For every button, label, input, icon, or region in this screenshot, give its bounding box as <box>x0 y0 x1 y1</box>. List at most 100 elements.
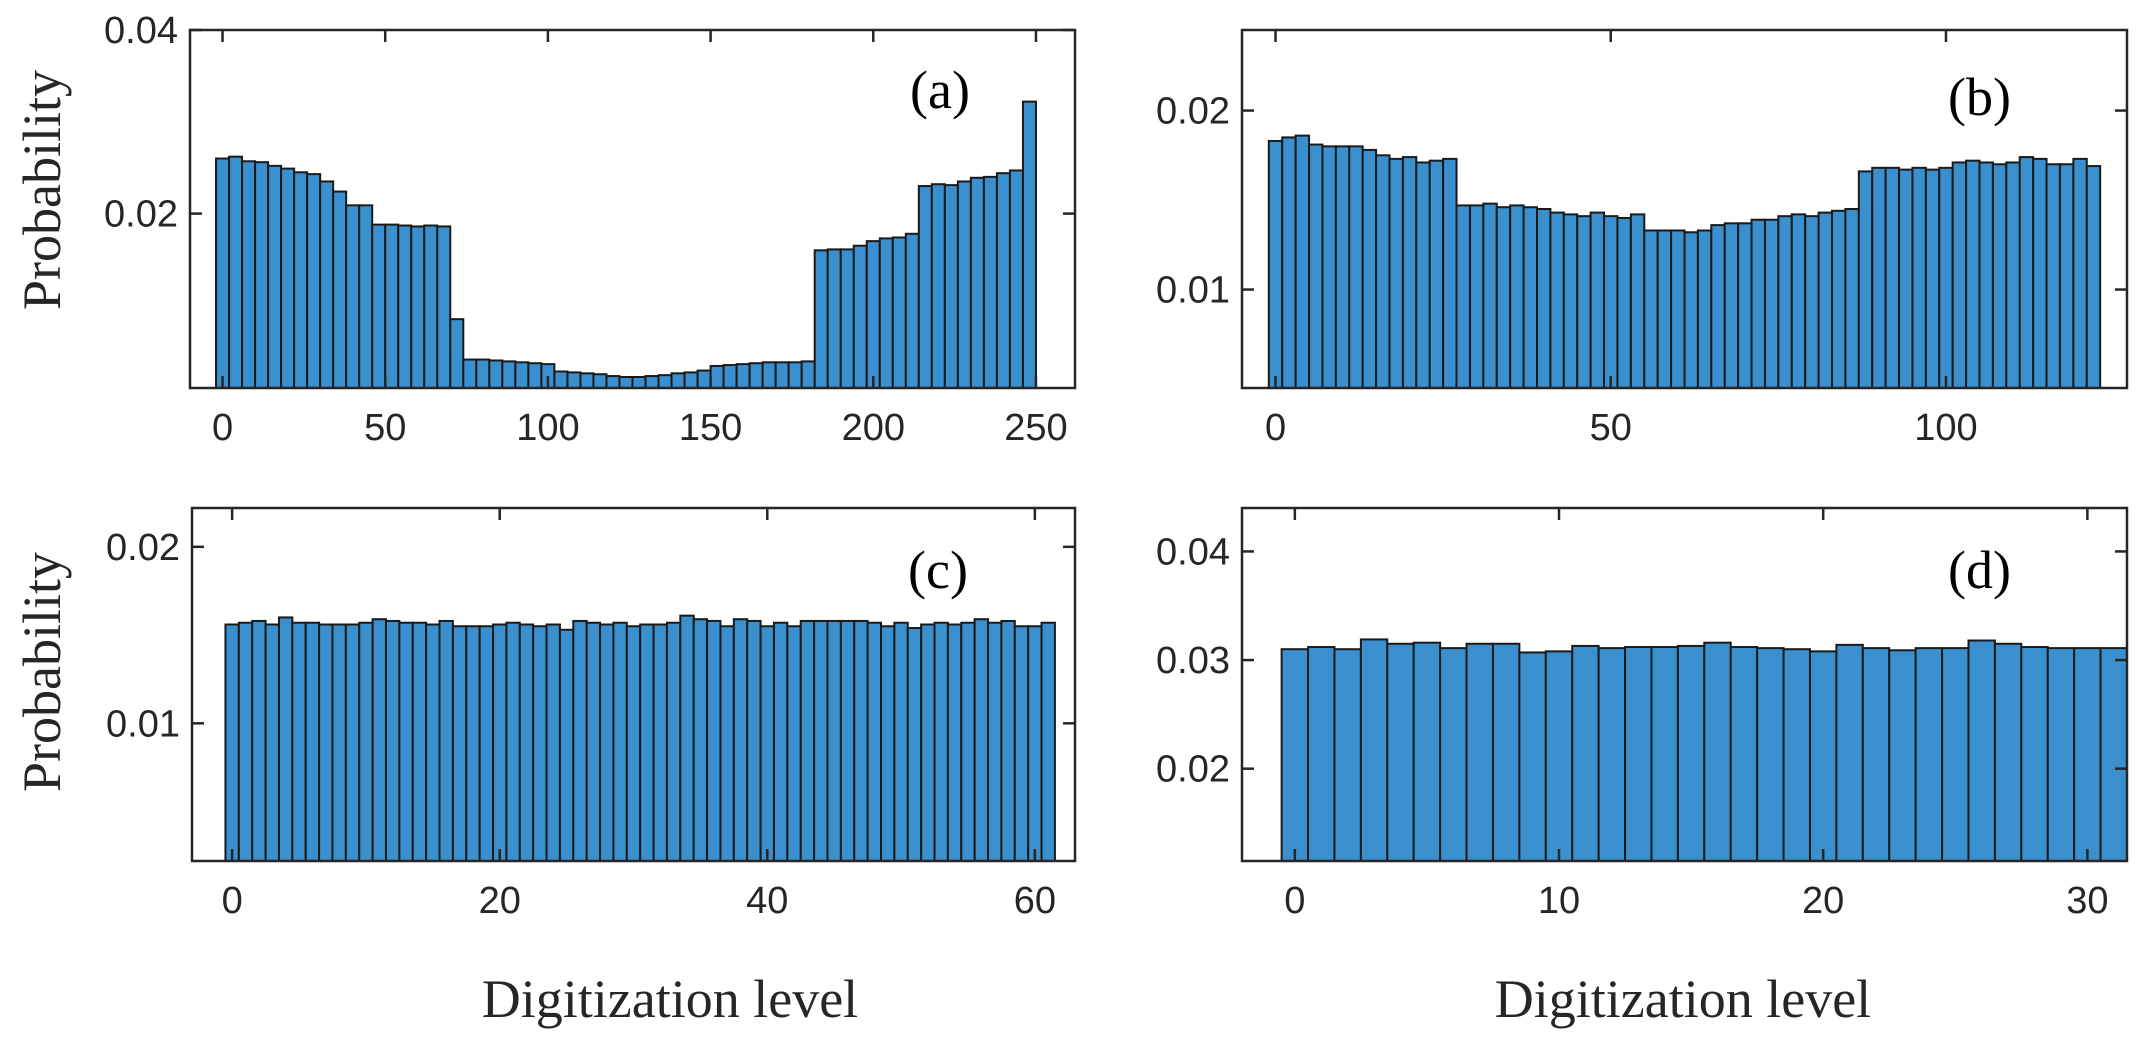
panel-d-bar <box>1782 648 1811 863</box>
panel-c-bar <box>331 623 347 862</box>
panel-a-bar <box>475 358 491 389</box>
panel-d-bar <box>1307 646 1336 863</box>
panel-b-x-tick-label: 50 <box>1590 407 1632 449</box>
panel-c-bar <box>987 621 1003 862</box>
panel-a-bar <box>865 240 881 389</box>
panel-d-bar <box>1571 644 1600 862</box>
panel-c-bar <box>893 621 909 862</box>
panel-b-bar <box>1616 216 1632 389</box>
panel-c-x-tick-label: 60 <box>1014 880 1056 922</box>
panel-a-bar <box>527 362 543 390</box>
panel-c-ticks: 0 20 40 60 0.01 0.02 <box>106 508 1075 922</box>
panel-a-bar <box>852 244 868 389</box>
panel-a-bar <box>709 364 725 390</box>
panel-a-bar <box>566 371 582 389</box>
panel-b-bar <box>1911 166 1927 389</box>
panel-d-bar <box>1597 647 1627 862</box>
panel-b-bar <box>1965 159 1981 389</box>
panel-c-bar <box>585 621 602 862</box>
panel-b-bar <box>2045 163 2061 389</box>
panel-d-bar <box>1888 649 1917 862</box>
panel-a-bar <box>254 161 270 389</box>
panel-c-bar <box>291 621 307 862</box>
panel-d-bar <box>1993 642 2023 862</box>
panel-b-bar <box>1294 134 1311 389</box>
panel-a-bar <box>241 160 257 389</box>
panel-c-bar <box>960 621 976 862</box>
panel-a: 0 50 100 150 200 250 0.02 0.04 (a) Probability <box>12 10 1077 449</box>
panel-c-bar <box>411 621 428 862</box>
panel-d-bar <box>1386 642 1415 862</box>
panel-a-bar <box>813 249 829 389</box>
panel-b-bars <box>1267 134 2102 389</box>
panel-b-bar <box>1817 211 1834 389</box>
panel-c-bar <box>906 627 923 863</box>
panel-a-x-tick-label: 100 <box>516 407 579 449</box>
panel-b-bar <box>1656 229 1673 389</box>
panel-a-bar <box>891 236 907 389</box>
panel-c-xlabel: Digitization level <box>482 969 858 1029</box>
panel-a-bar <box>371 223 387 389</box>
panel-d-x-tick-label: 10 <box>1538 880 1580 922</box>
panel-c-bar <box>478 625 495 862</box>
panel-b-bar <box>1938 166 1954 389</box>
panel-c-bar <box>866 621 883 862</box>
panel-b-bar <box>1629 213 1646 389</box>
panel-a-bar <box>722 364 738 389</box>
panel-a-bar <box>1008 169 1024 389</box>
panel-a-bar <box>982 175 998 389</box>
panel-d-ticks: 0 10 20 30 0.02 0.03 0.04 <box>1156 508 2127 922</box>
panel-a-bar <box>618 375 634 390</box>
panel-a-bar <box>228 155 244 389</box>
panel-a-bar <box>670 372 686 390</box>
panel-a-x-tick-label: 0 <box>212 407 233 449</box>
panel-b-bar <box>2005 161 2021 389</box>
panel-a-bar <box>423 224 439 389</box>
panel-b-bar <box>1334 145 1351 389</box>
panel-c: 0 20 40 60 0.01 0.02 (c) Probability Digitiza… <box>12 506 1077 1029</box>
panel-a-bar <box>215 157 231 389</box>
panel-c-bar <box>277 616 294 862</box>
panel-c-bar <box>719 625 735 862</box>
panel-b-bar <box>1321 145 1337 389</box>
panel-c-bar <box>665 621 682 862</box>
panel-d-bar <box>1835 643 1864 863</box>
panel-c-bar <box>732 618 749 862</box>
panel-b-bar <box>2072 157 2088 389</box>
panel-a-bar <box>787 361 803 389</box>
panel-a-bar <box>410 225 426 389</box>
panel-d-x-tick-label: 0 <box>1284 880 1305 922</box>
panel-b-bar <box>1281 136 1297 389</box>
panel-d-bar <box>1756 647 1785 862</box>
panel-d-x-tick-label: 20 <box>1802 880 1844 922</box>
panel-c-frame <box>190 506 1077 863</box>
panel-c-bar <box>746 619 762 863</box>
panel-c-bar <box>679 614 695 862</box>
panel-a-label: (a) <box>910 60 970 120</box>
panel-d-bar <box>1808 650 1838 862</box>
panel-c-bar <box>772 621 789 862</box>
panel-b-bar <box>1884 166 1901 389</box>
panel-b-bar <box>1790 213 1807 389</box>
panel-a-bar <box>956 180 972 389</box>
panel-d-bars <box>1280 638 2128 863</box>
panel-d-bar <box>1491 642 1521 862</box>
panel-c-bar <box>251 619 267 863</box>
panel-d-y-tick-label: 0.03 <box>1156 640 1230 682</box>
panel-a-bar <box>943 184 959 389</box>
panel-d-bar <box>1333 648 1362 863</box>
panel-c-bar <box>505 621 521 862</box>
panel-c-bar <box>384 619 401 863</box>
panel-a-bar <box>384 223 400 389</box>
panel-c-y-tick-label: 0.01 <box>106 703 180 745</box>
panel-c-bar <box>438 619 454 863</box>
panel-b-bar <box>1804 215 1820 389</box>
panel-c-bar <box>933 621 949 862</box>
panel-b-bar <box>1643 229 1659 389</box>
panel-a-bar <box>930 183 946 389</box>
panel-c-bar <box>920 623 936 862</box>
panel-d-y-tick-label: 0.04 <box>1156 531 1230 573</box>
panel-c-bar <box>759 625 775 862</box>
panel-b-bar <box>1308 143 1324 389</box>
panel-a-bar <box>514 361 530 389</box>
